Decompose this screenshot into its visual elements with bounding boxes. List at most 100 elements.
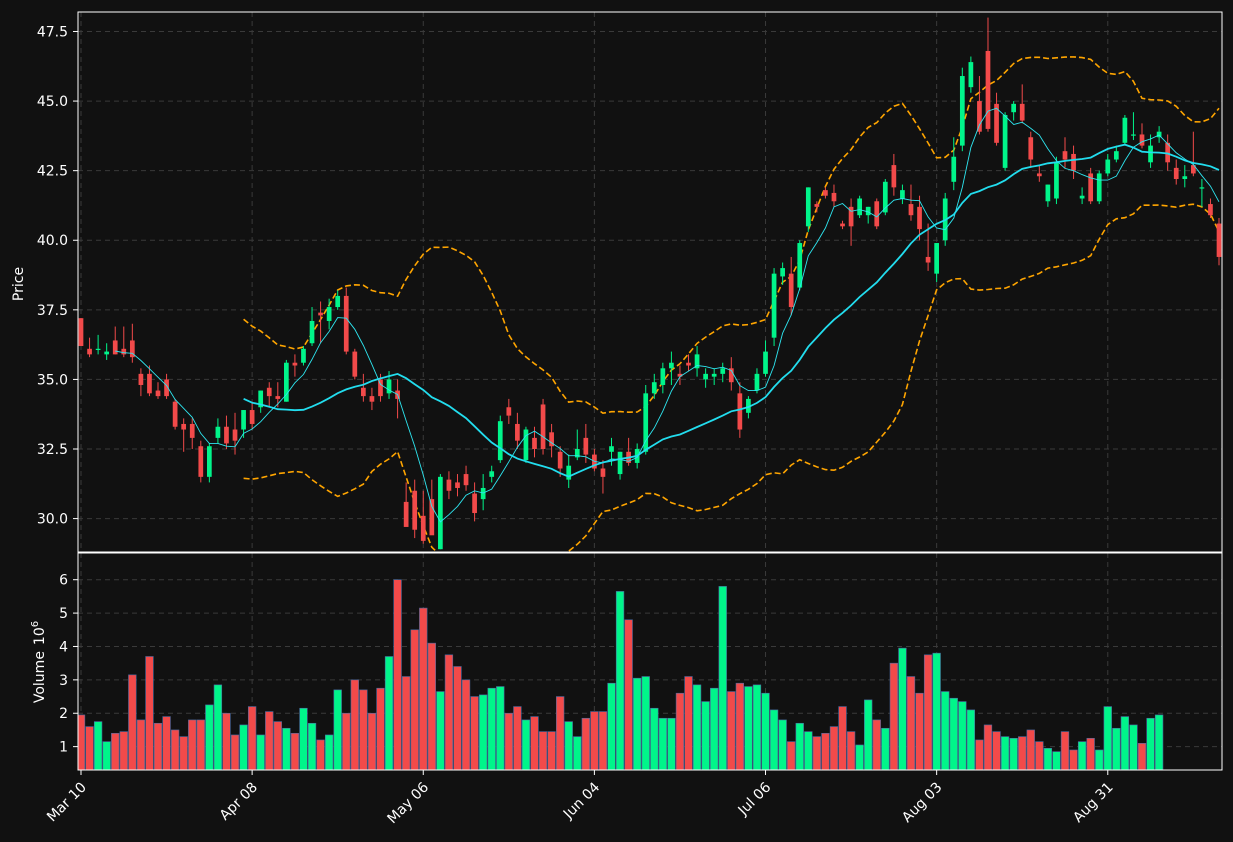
volume-bar (975, 739, 984, 770)
volume-bar (145, 656, 154, 770)
volume-bar (744, 686, 753, 770)
volume-bar (769, 709, 779, 770)
candle-body (95, 348, 101, 351)
candle-body (1105, 159, 1111, 174)
candle-body (720, 368, 726, 374)
candle-body (1122, 117, 1128, 143)
candle-body (1088, 173, 1094, 202)
candle-body (515, 423, 520, 441)
candle-body (934, 243, 939, 274)
volume-bar (564, 721, 573, 770)
volume-bar (513, 706, 522, 770)
volume-bar (932, 652, 941, 770)
volume-bar (701, 701, 710, 770)
volume-bar (393, 579, 402, 770)
volume-bar (581, 717, 590, 770)
volume-bar (247, 706, 257, 770)
candle-body (258, 390, 264, 408)
candle-body (232, 429, 238, 441)
volume-bar (1112, 727, 1121, 770)
candle-body (848, 206, 854, 227)
candle-body (557, 451, 563, 469)
candle-body (994, 103, 999, 143)
date-tick-label: Aug 03 (899, 780, 945, 826)
price-tick-label: 42.5 (37, 164, 68, 180)
volume-bar (299, 707, 308, 770)
volume-bar (307, 722, 317, 770)
volume-bar (1095, 749, 1104, 770)
volume-bar (359, 689, 368, 770)
candle-body (805, 187, 811, 227)
volume-bar (119, 731, 128, 770)
volume-bar (556, 696, 565, 770)
candle-body (728, 368, 734, 383)
candle-body (275, 396, 281, 399)
volume-bar (538, 731, 548, 770)
volume-bar (85, 726, 94, 770)
candle-body (908, 204, 914, 216)
volume-bar (324, 734, 334, 770)
candle-body (600, 468, 606, 477)
candle-body (420, 515, 426, 541)
candle-body (378, 379, 383, 397)
candle-body (1062, 151, 1068, 160)
date-axis: Mar 10 Apr 08 May 06 Jun 04 Jul 06 Aug 03 Aug … (44, 770, 1117, 827)
candle-body (497, 421, 503, 461)
volume-bar (1146, 717, 1155, 770)
volume-bar (265, 711, 274, 770)
candle-body (874, 201, 880, 227)
candle-body (241, 410, 246, 430)
price-tick-label: 37.5 (37, 303, 68, 319)
volume-bar (162, 716, 171, 770)
volume-panel-frame (77, 552, 1223, 771)
volume-bar (966, 709, 976, 770)
price-tick-label: 40.0 (37, 233, 68, 249)
candle-body (1028, 137, 1034, 160)
candle-body (403, 501, 409, 527)
volume-bar (761, 692, 770, 770)
date-tick-label: May 06 (385, 779, 433, 827)
volume-bar (1052, 751, 1061, 770)
volume-bar (675, 692, 685, 770)
candle-body (977, 101, 982, 132)
candle-body (780, 268, 785, 277)
volume-bar (479, 694, 488, 770)
volume-axis: 1 2 3 4 5 6 (59, 573, 78, 756)
candle-body (429, 499, 435, 536)
volume-bar (316, 739, 325, 770)
candle-body (1019, 103, 1025, 121)
candle-body (138, 373, 144, 385)
date-tick-label: Jun 04 (560, 779, 603, 822)
volume-bar (444, 654, 454, 770)
price-panel-frame (77, 11, 1223, 553)
candle-body (814, 204, 820, 207)
candle-body (301, 348, 306, 363)
volume-bar (829, 726, 839, 770)
volume-bar (273, 721, 282, 770)
volume-bar (915, 692, 924, 770)
candle-body (917, 206, 922, 230)
volume-bar (590, 711, 599, 770)
candle-body (78, 318, 84, 347)
volume-bar (607, 682, 616, 770)
volume-bar (153, 722, 163, 770)
candle-body (1071, 153, 1076, 171)
candle-body (694, 354, 700, 369)
volume-bar (983, 724, 993, 770)
candle-body (284, 362, 289, 402)
candle-body (1011, 103, 1017, 113)
candle-body (1139, 134, 1145, 146)
candle-body (951, 156, 957, 182)
volume-bar (821, 732, 830, 770)
volume-bars (78, 579, 1164, 770)
volume-bar (179, 736, 188, 770)
date-tick-label: Jul 06 (735, 779, 775, 819)
volume-axis-label-text: Volume (32, 651, 48, 703)
volume-tick-label: 2 (59, 706, 68, 722)
candle-body (489, 471, 495, 477)
volume-bar (650, 707, 659, 770)
candle-body (266, 387, 272, 397)
candle-body (900, 190, 905, 199)
price-axis-label: Price (11, 267, 27, 301)
